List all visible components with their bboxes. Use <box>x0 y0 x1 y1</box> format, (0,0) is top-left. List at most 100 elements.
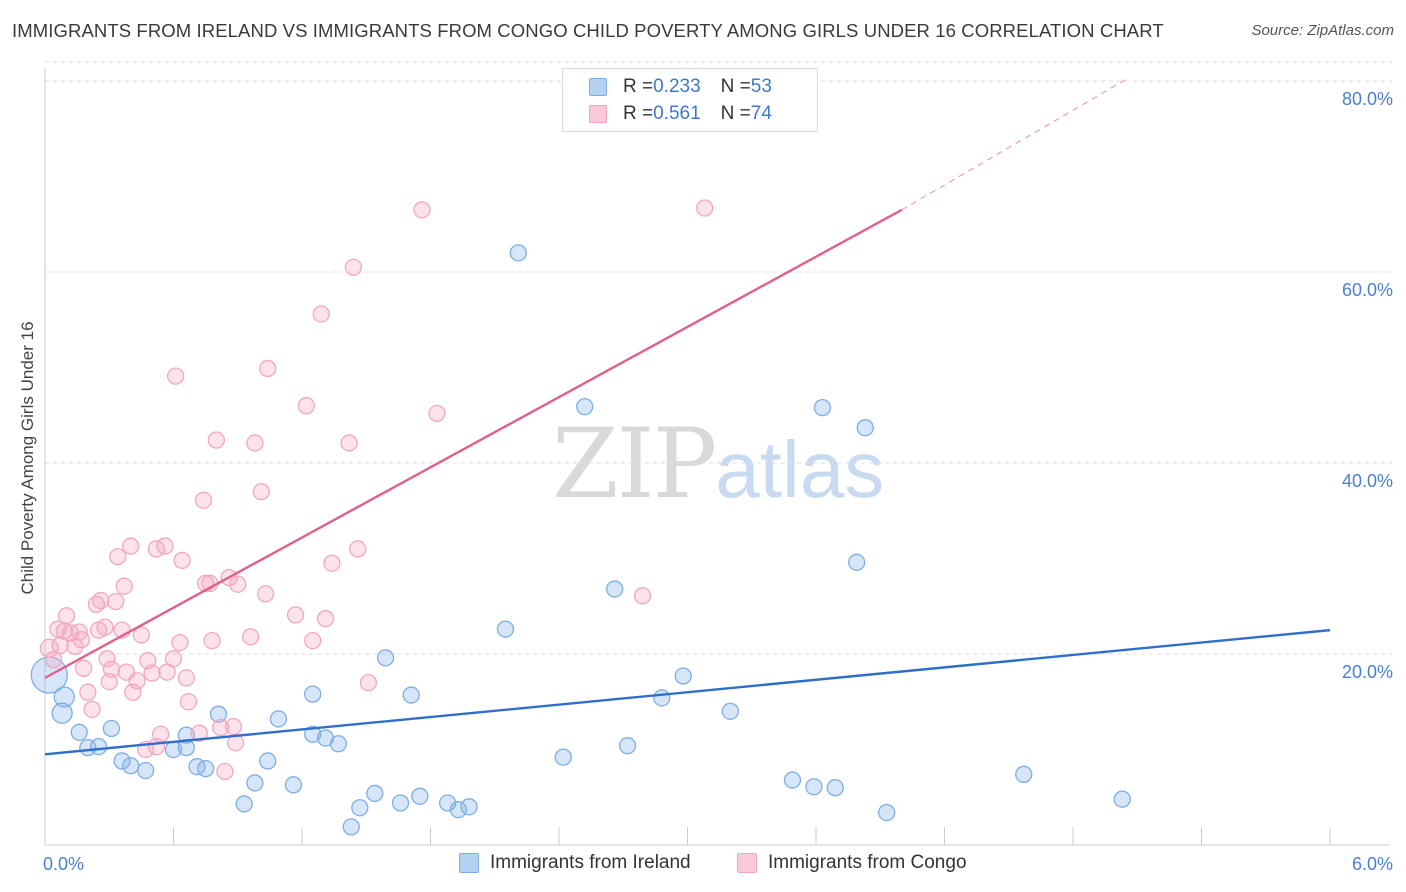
congo-point <box>428 404 446 422</box>
series-legend-ireland: Immigrants from Ireland <box>459 852 691 874</box>
legend-n-label: N = <box>720 103 751 124</box>
congo-point <box>173 551 191 570</box>
x-tick-label: 6.0% <box>1352 854 1393 874</box>
congo-point <box>57 607 76 625</box>
congo-point <box>259 359 277 378</box>
ireland-point <box>246 774 264 792</box>
congo-point <box>256 585 275 603</box>
ireland-point <box>554 748 572 766</box>
legend-r-value: 0.561 <box>653 103 701 124</box>
congo-point <box>286 606 305 624</box>
congo-trend-line <box>44 208 903 679</box>
congo-point <box>695 199 714 217</box>
chart-title: IMMIGRANTS FROM IRELAND VS IMMIGRANTS FR… <box>12 20 1164 41</box>
gridlines <box>45 61 1392 655</box>
congo-point <box>83 700 101 719</box>
x-tick-label: 0.0% <box>43 854 84 874</box>
y-axis-title: Child Poverty Among Girls Under 16 <box>18 321 37 594</box>
congo-point <box>102 660 121 678</box>
y-tick-label: 40.0% <box>1342 471 1393 491</box>
congo-point <box>96 618 114 636</box>
ireland-point <box>411 787 429 805</box>
ireland-point <box>137 761 155 780</box>
congo-point <box>166 367 185 385</box>
watermark-zip: ZIP <box>552 408 717 520</box>
congo-point <box>151 725 170 743</box>
ireland-point <box>1113 790 1131 808</box>
congo-point <box>252 482 270 501</box>
congo-point <box>98 650 116 668</box>
congo-point <box>92 591 110 610</box>
ireland-point <box>235 795 253 813</box>
congo-point <box>211 718 230 737</box>
congo-point <box>344 258 363 276</box>
data-points <box>30 199 1131 836</box>
ireland-point <box>259 752 277 770</box>
watermark: ZIPatlas <box>552 408 884 520</box>
congo-point <box>359 674 378 692</box>
ireland-point <box>122 757 140 775</box>
ireland-point <box>813 398 832 417</box>
congo-point <box>413 201 431 219</box>
ireland-point <box>783 771 802 789</box>
congo-point <box>115 577 133 595</box>
ireland-point <box>376 649 395 667</box>
series-label-ireland: Immigrants from Ireland <box>490 852 691 873</box>
ireland-point <box>102 719 121 738</box>
congo-point <box>297 397 315 415</box>
ireland-point <box>606 580 624 598</box>
congo-point <box>72 631 91 649</box>
watermark-atlas: atlas <box>715 425 885 514</box>
ireland-point <box>284 776 303 794</box>
ireland-point <box>848 553 866 571</box>
ireland-point <box>576 398 594 416</box>
congo-point <box>241 628 260 646</box>
legend-r-value: 0.233 <box>653 76 701 97</box>
congo-point <box>633 587 652 605</box>
congo-point <box>203 631 221 650</box>
congo-point <box>207 431 225 449</box>
ireland-point <box>209 705 228 723</box>
legend-swatch-ireland <box>589 78 607 96</box>
congo-point <box>171 633 189 652</box>
ireland-point <box>391 794 410 812</box>
congo-point <box>122 537 140 555</box>
congo-trend-extension <box>901 78 1127 211</box>
congo-point <box>164 650 183 668</box>
congo-point <box>194 491 213 509</box>
ireland-point <box>1015 765 1033 783</box>
congo-point <box>177 669 196 687</box>
series-swatch-ireland <box>459 853 479 873</box>
ireland-point <box>113 752 131 770</box>
series-label-congo: Immigrants from Congo <box>768 852 967 873</box>
ireland-point <box>805 778 823 796</box>
congo-point <box>316 610 335 628</box>
congo-point <box>39 638 59 658</box>
congo-point <box>224 717 243 736</box>
source-label: Source: ZipAtlas.com <box>1251 22 1394 39</box>
congo-point <box>132 626 151 644</box>
ireland-point <box>269 710 288 728</box>
congo-point <box>79 683 97 701</box>
ireland-point <box>438 794 457 812</box>
y-tick-label: 80.0% <box>1342 89 1393 109</box>
ireland-point <box>721 702 739 720</box>
congo-point <box>179 693 198 711</box>
ireland-point <box>53 686 75 708</box>
ireland-point <box>366 784 384 803</box>
legend-n-label: N = <box>720 76 751 97</box>
ireland-point <box>196 759 215 778</box>
ireland-point <box>460 798 478 816</box>
legend-row-congo: R = 0.561 N = 74 <box>589 102 772 126</box>
congo-point <box>107 592 125 611</box>
ireland-point <box>496 620 515 638</box>
axis-labels: 20.0% 40.0% 60.0% 80.0% 0.0% 6.0% Child Povert… <box>18 89 1393 874</box>
ireland-point <box>618 737 637 755</box>
congo-point <box>340 434 358 452</box>
ireland-point <box>674 667 692 685</box>
ireland-point <box>51 702 73 724</box>
congo-point <box>190 724 208 742</box>
legend-r-label: R = <box>623 103 654 124</box>
axes <box>44 68 1390 846</box>
